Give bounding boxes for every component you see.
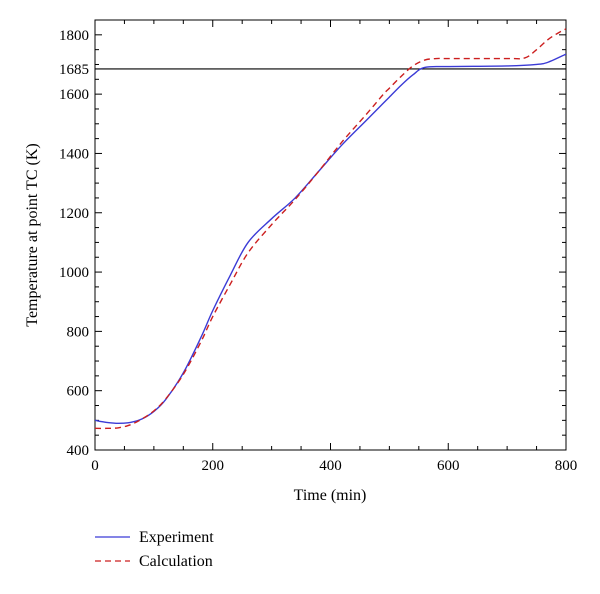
y-tick-label: 1200 xyxy=(59,206,89,222)
y-tick-label: 1000 xyxy=(59,265,89,281)
y-tick-label: 600 xyxy=(67,384,90,400)
legend-label-experiment: Experiment xyxy=(139,529,214,546)
y-tick-label: 1685 xyxy=(59,62,89,78)
y-tick-label: 1400 xyxy=(59,146,89,162)
y-tick-label: 800 xyxy=(67,324,90,340)
y-axis-label: Temperature at point TC (K) xyxy=(24,143,41,326)
plot-frame xyxy=(94,19,567,451)
plot-area: 0 200 400 600 800 400 600 800 1000 1200 1400 1600 16… xyxy=(59,19,577,474)
x-tick-label: 800 xyxy=(555,458,578,474)
series-line-experiment xyxy=(95,53,566,425)
legend: Experiment Calculation xyxy=(95,529,214,570)
x-axis-label: Time (min) xyxy=(294,487,367,504)
x-tick-label: 400 xyxy=(319,458,342,474)
series-layer xyxy=(95,28,566,430)
axis-ticks xyxy=(94,19,567,451)
tick-labels: 0 200 400 600 800 400 600 800 1000 1200 1400 1600 16… xyxy=(59,28,577,474)
legend-label-calculation: Calculation xyxy=(139,553,213,570)
x-tick-label: 0 xyxy=(91,458,99,474)
x-tick-label: 200 xyxy=(202,458,225,474)
x-tick-label: 600 xyxy=(437,458,460,474)
series-line-calculation xyxy=(95,28,566,430)
y-tick-label: 1600 xyxy=(59,87,89,103)
y-tick-label: 400 xyxy=(67,443,90,459)
y-tick-label: 1800 xyxy=(59,28,89,44)
